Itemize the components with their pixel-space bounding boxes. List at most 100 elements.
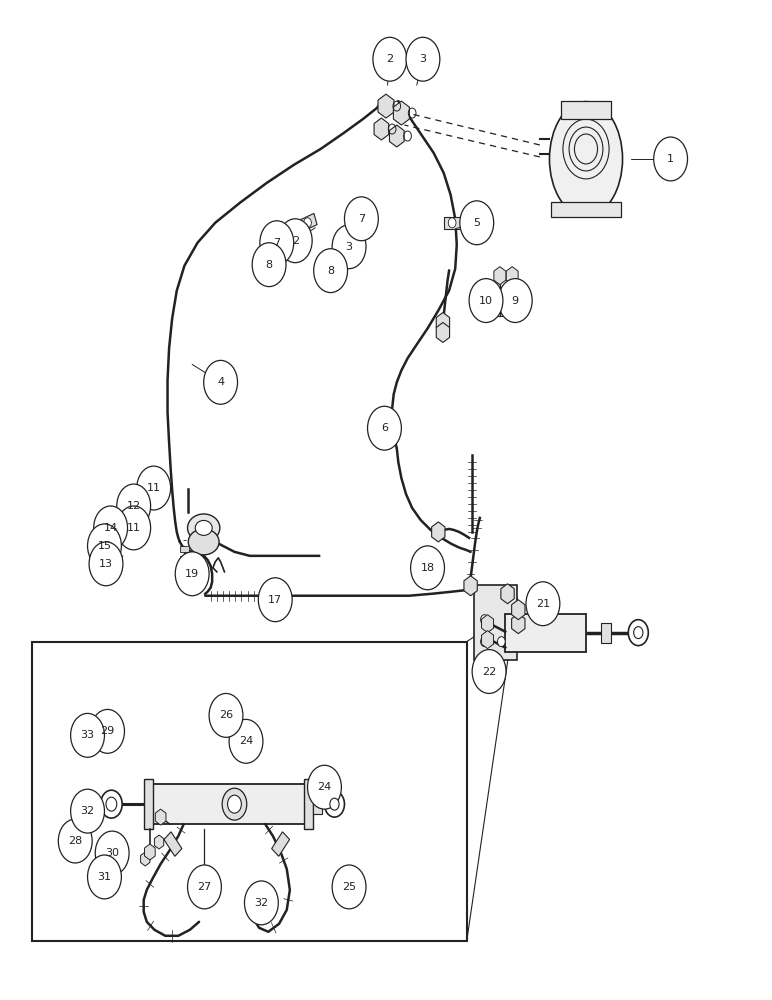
Circle shape [313,249,347,293]
Text: 14: 14 [103,523,117,533]
Ellipse shape [188,514,220,542]
Text: 32: 32 [254,898,269,908]
Ellipse shape [550,102,622,216]
Circle shape [628,620,648,646]
Circle shape [303,218,311,228]
Circle shape [229,719,263,763]
Text: 4: 4 [217,377,224,387]
Circle shape [93,506,127,550]
Text: 30: 30 [105,848,119,858]
Circle shape [106,797,117,811]
Text: 13: 13 [99,559,113,569]
Text: 11: 11 [147,483,161,493]
Circle shape [330,798,339,810]
Text: 6: 6 [381,423,388,433]
Circle shape [481,637,489,647]
Text: 9: 9 [512,296,519,306]
Circle shape [469,279,503,322]
Text: 8: 8 [266,260,273,270]
Bar [180,566,189,572]
Circle shape [460,201,493,245]
Circle shape [357,221,365,231]
Polygon shape [352,217,371,234]
Text: 2: 2 [386,54,394,64]
Bar [505,614,586,652]
Text: 2: 2 [292,236,299,246]
Circle shape [260,221,293,265]
Text: 24: 24 [239,736,253,746]
Circle shape [175,552,209,596]
Circle shape [342,244,350,254]
Text: 26: 26 [219,710,233,720]
Text: 24: 24 [317,782,332,792]
Circle shape [472,650,506,693]
Polygon shape [284,234,303,251]
Text: 3: 3 [346,242,353,252]
Bar [151,784,305,824]
Bar [144,779,153,829]
Text: 27: 27 [198,882,212,892]
Circle shape [89,542,123,586]
Circle shape [87,855,121,899]
Bar [313,794,322,814]
Circle shape [90,709,124,753]
Circle shape [252,243,286,287]
Text: 3: 3 [419,54,426,64]
Text: 18: 18 [421,563,435,573]
Circle shape [95,831,129,875]
Text: 33: 33 [80,730,94,740]
Circle shape [373,37,407,81]
Text: 19: 19 [185,569,199,579]
Circle shape [406,37,440,81]
Text: 8: 8 [327,266,334,276]
Circle shape [59,819,92,863]
Text: 17: 17 [268,595,283,605]
Bar [303,779,313,829]
Ellipse shape [195,520,212,535]
Text: 12: 12 [127,501,141,511]
Circle shape [279,219,312,263]
Circle shape [449,218,456,228]
Text: 28: 28 [68,836,83,846]
Text: 21: 21 [536,599,550,609]
Text: 7: 7 [273,238,280,248]
Text: 32: 32 [80,806,95,816]
Text: 11: 11 [127,523,141,533]
Polygon shape [444,217,461,229]
Circle shape [70,713,104,757]
Circle shape [188,865,222,909]
Circle shape [498,279,532,322]
Circle shape [344,197,378,241]
Circle shape [367,406,401,450]
Circle shape [222,788,247,820]
Polygon shape [272,832,290,856]
Circle shape [87,524,121,568]
Bar [551,202,621,217]
Circle shape [332,865,366,909]
Text: 29: 29 [100,726,115,736]
Text: 25: 25 [342,882,356,892]
Bar [475,585,516,660]
Circle shape [259,578,292,622]
Circle shape [117,484,151,528]
Text: 7: 7 [358,214,365,224]
Circle shape [411,546,445,590]
Circle shape [209,693,243,737]
Circle shape [634,627,643,639]
Circle shape [245,881,279,925]
Bar [180,556,189,562]
Circle shape [70,789,104,833]
Text: 5: 5 [473,218,480,228]
Circle shape [497,637,505,647]
Circle shape [204,360,238,404]
Polygon shape [164,832,182,856]
Circle shape [307,765,341,809]
Polygon shape [298,213,317,232]
Polygon shape [337,240,355,257]
Ellipse shape [188,529,219,555]
Bar [601,623,611,643]
Circle shape [332,225,366,269]
Bar [32,642,467,941]
Circle shape [100,790,122,818]
Circle shape [481,615,489,625]
